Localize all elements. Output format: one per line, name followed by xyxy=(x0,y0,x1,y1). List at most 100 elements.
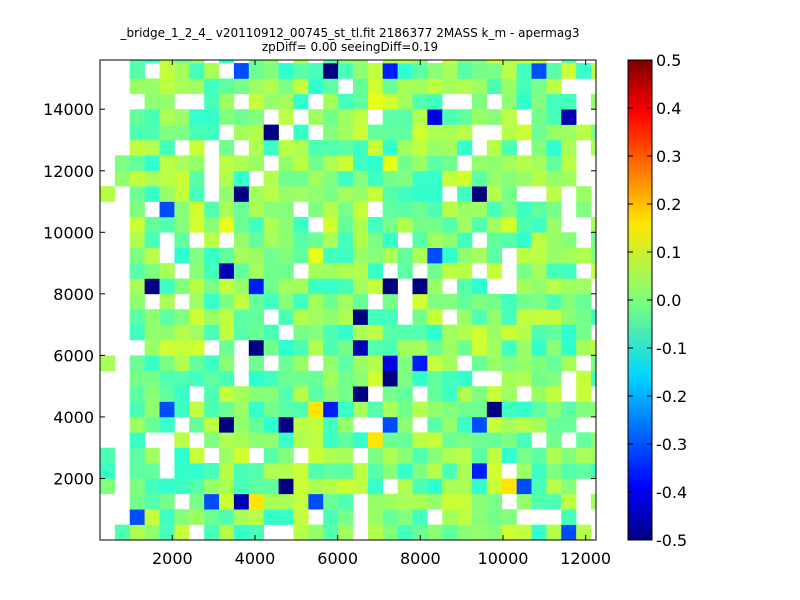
heatmap-cell xyxy=(442,78,458,95)
heatmap-cell xyxy=(397,93,413,110)
heatmap-cell xyxy=(516,60,532,64)
heatmap-cell xyxy=(486,232,503,248)
heatmap-cell xyxy=(397,524,413,541)
heatmap-cell xyxy=(159,401,175,418)
heatmap-cell xyxy=(219,324,235,341)
heatmap-cell xyxy=(129,60,145,64)
heatmap-cell xyxy=(457,170,473,187)
heatmap-cell xyxy=(486,186,503,202)
heatmap-cell xyxy=(442,63,458,79)
heatmap-cell xyxy=(219,447,235,464)
heatmap-cell xyxy=(144,93,160,110)
heatmap-cell xyxy=(382,201,398,218)
heatmap-cell xyxy=(308,109,324,125)
heatmap-cell xyxy=(129,509,145,525)
heatmap-cell xyxy=(531,155,547,172)
heatmap-cell xyxy=(219,478,235,495)
heatmap-cell xyxy=(486,463,503,479)
heatmap-cell xyxy=(233,463,250,479)
heatmap-cell xyxy=(397,401,413,418)
heatmap-cell xyxy=(248,93,264,110)
heatmap-cell xyxy=(219,263,235,279)
heatmap-cell xyxy=(516,78,532,95)
heatmap-cell xyxy=(486,524,503,541)
heatmap-cell xyxy=(219,170,235,187)
heatmap-cell xyxy=(159,370,175,387)
heatmap-cell xyxy=(219,463,235,479)
heatmap-cell xyxy=(263,416,279,433)
heatmap-cell xyxy=(278,155,294,172)
heatmap-cell xyxy=(382,432,398,448)
heatmap-cell xyxy=(546,401,562,418)
heatmap-cell xyxy=(174,463,190,479)
heatmap-cell xyxy=(442,324,458,341)
heatmap-cell xyxy=(397,78,413,95)
heatmap-cell xyxy=(233,401,250,418)
heatmap-cell xyxy=(129,432,145,448)
heatmap-cell xyxy=(531,447,547,464)
heatmap-cell xyxy=(531,416,547,433)
heatmap-cell xyxy=(472,463,488,479)
heatmap-cell xyxy=(516,247,532,264)
heatmap-cell xyxy=(382,155,398,172)
heatmap-cell xyxy=(338,124,354,141)
heatmap-cell xyxy=(278,340,294,356)
heatmap-cell xyxy=(233,155,250,172)
heatmap-cell xyxy=(367,278,384,295)
heatmap-cell xyxy=(531,370,547,387)
heatmap-cell xyxy=(174,216,190,233)
heatmap-cell xyxy=(561,509,577,525)
heatmap-cell xyxy=(263,60,279,64)
heatmap-cell xyxy=(397,432,413,448)
heatmap-cell xyxy=(412,463,428,479)
heatmap-cell xyxy=(189,216,205,233)
heatmap-cell xyxy=(397,109,413,125)
heatmap-cell xyxy=(561,93,577,110)
heatmap-cell xyxy=(546,247,562,264)
heatmap-cell xyxy=(278,416,294,433)
heatmap-cell xyxy=(323,447,339,464)
heatmap-cell xyxy=(457,293,473,310)
heatmap-cell xyxy=(591,216,597,233)
heatmap-cell xyxy=(412,324,428,341)
heatmap-cell xyxy=(129,232,145,248)
heatmap-cell xyxy=(219,370,235,387)
heatmap-cell xyxy=(338,355,354,372)
heatmap-cell xyxy=(323,60,339,64)
heatmap-cell xyxy=(412,232,428,248)
heatmap-cell xyxy=(352,232,369,248)
heatmap-cell xyxy=(144,386,160,402)
heatmap-cell xyxy=(486,401,503,418)
heatmap-cell xyxy=(397,140,413,156)
heatmap-cell xyxy=(114,524,131,541)
heatmap-cell xyxy=(472,447,488,464)
heatmap-cell xyxy=(397,263,413,279)
heatmap-cell xyxy=(338,340,354,356)
chart-title-line-1: _bridge_1_2_4_ v20110912_00745_st_tl.fit… xyxy=(120,26,580,40)
heatmap-cell xyxy=(501,324,517,341)
heatmap-cell xyxy=(472,109,488,125)
heatmap-cell xyxy=(382,340,398,356)
heatmap-cell xyxy=(367,447,384,464)
heatmap-cell xyxy=(457,140,473,156)
heatmap-cell xyxy=(382,140,398,156)
heatmap-cell xyxy=(472,60,488,64)
heatmap-cell xyxy=(546,78,562,95)
heatmap-cell xyxy=(412,186,428,202)
heatmap-cell xyxy=(472,63,488,79)
heatmap-cell xyxy=(472,247,488,264)
heatmap-cell xyxy=(457,478,473,495)
heatmap-cell xyxy=(546,493,562,510)
heatmap-cell xyxy=(278,263,294,279)
heatmap-cell xyxy=(397,416,413,433)
heatmap-cell xyxy=(501,93,517,110)
heatmap-cell xyxy=(546,293,562,310)
heatmap-cell xyxy=(278,309,294,325)
heatmap-cell xyxy=(352,432,369,448)
heatmap-cell xyxy=(501,78,517,95)
heatmap-cell xyxy=(129,109,145,125)
heatmap-cell xyxy=(114,170,131,187)
heatmap-cell xyxy=(472,78,488,95)
heatmap-cell xyxy=(159,93,175,110)
heatmap-cell xyxy=(263,124,279,141)
